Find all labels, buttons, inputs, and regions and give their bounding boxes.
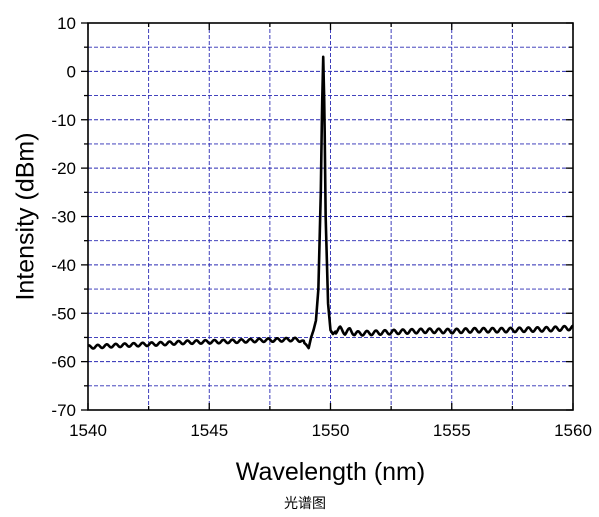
grid (88, 23, 573, 410)
y-tick-label: -60 (51, 353, 76, 372)
y-tick-label: -70 (51, 401, 76, 420)
x-tick-label: 1540 (69, 421, 107, 440)
x-tick-label: 1560 (554, 421, 592, 440)
axis-ticks (81, 22, 574, 411)
y-axis-tick-labels: 10 0 -10 -20 -30 -40 -50 -60 -70 (51, 14, 76, 420)
x-tick-label: 1555 (433, 421, 471, 440)
x-tick-label: 1550 (312, 421, 350, 440)
y-tick-label: 10 (57, 14, 76, 33)
y-tick-label: -20 (51, 159, 76, 178)
x-axis-title: Wavelength (nm) (236, 458, 425, 486)
y-tick-label: -40 (51, 256, 76, 275)
series-spectrum-line (87, 55, 574, 350)
x-axis-tick-labels: 1540 1545 1550 1555 1560 (69, 421, 592, 440)
y-tick-label: -30 (51, 208, 76, 227)
y-axis-title: Intensity (dBm) (12, 132, 40, 300)
y-tick-label: 0 (67, 62, 76, 81)
x-tick-label: 1545 (190, 421, 228, 440)
figure-caption: 光谱图 (284, 496, 326, 512)
y-tick-label: -50 (51, 304, 76, 323)
y-tick-label: -10 (51, 111, 76, 130)
